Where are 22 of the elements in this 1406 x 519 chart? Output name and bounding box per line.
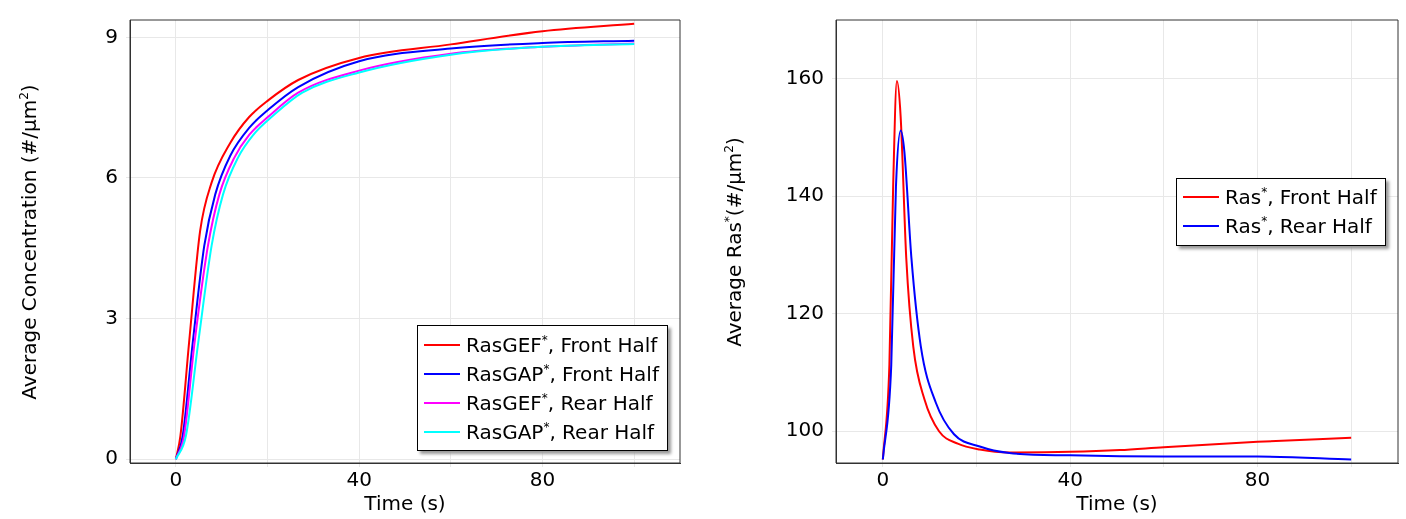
x-axis-title: Time (s): [363, 491, 446, 516]
legend-label: RasGEF$^{*}$, Rear Half: [466, 390, 653, 415]
y-tick-label: 9: [105, 23, 118, 48]
y-tick-label: 3: [105, 304, 118, 329]
legend-label: RasGAP$^{*}$, Rear Half: [466, 419, 655, 444]
x-tick-label: 40: [346, 467, 372, 492]
y-tick-label: 160: [785, 64, 824, 89]
legend-label: Ras$^{*}$, Front Half: [1225, 185, 1377, 209]
x-tick-label: 80: [529, 467, 556, 492]
y-tick-label: 140: [785, 182, 824, 207]
x-tick-label: 40: [1057, 467, 1083, 492]
x-tick-label: 0: [169, 467, 183, 492]
x-axis-title: Time (s): [1075, 491, 1158, 516]
y-tick-label: 0: [105, 445, 118, 470]
x-tick-label: 0: [876, 467, 890, 492]
y-tick-label: 100: [785, 417, 824, 442]
x-tick-label: 80: [1244, 467, 1271, 492]
legend-label: Ras$^{*}$, Rear Half: [1225, 214, 1372, 238]
legend-label: RasGEF$^{*}$, Front Half: [466, 332, 658, 357]
y-tick-label: 120: [785, 299, 824, 324]
legend-label: RasGAP$^{*}$, Front Half: [466, 361, 659, 386]
y-tick-label: 6: [105, 164, 118, 189]
